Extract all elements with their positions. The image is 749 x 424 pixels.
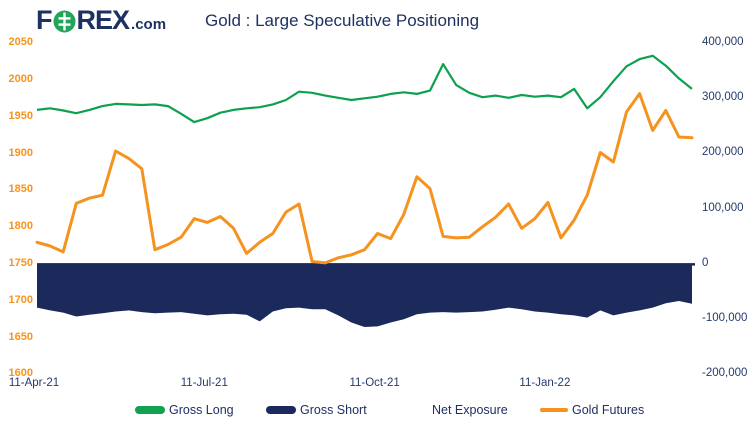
- right-axis-tick: 400,000: [702, 36, 744, 48]
- legend-label: Gross Short: [300, 403, 367, 417]
- legend-swatch-icon: [135, 406, 165, 414]
- forex-o-icon: [53, 10, 76, 33]
- left-axis-tick: 2000: [8, 72, 33, 85]
- logo-domain: .com: [131, 16, 167, 33]
- x-axis-tick: 11-Jul-21: [180, 377, 228, 389]
- x-axis-tick: 11-Oct-21: [349, 377, 400, 389]
- left-axis-tick: 1600: [8, 367, 33, 380]
- legend-swatch-icon: [266, 406, 296, 414]
- legend-item-gold-futures: Gold Futures: [540, 402, 644, 418]
- gold-futures-line: [35, 92, 694, 265]
- legend-item-gross-short: Gross Short: [266, 402, 367, 418]
- left-axis-tick: 2050: [8, 36, 33, 48]
- left-axis-tick: 1650: [8, 330, 33, 343]
- right-axis-tick: 0: [702, 256, 709, 269]
- gross-short-area: [37, 264, 692, 327]
- left-axis-tick: 1900: [8, 146, 33, 159]
- left-axis-tick: 1950: [8, 109, 33, 122]
- legend-item-net-exposure: Net Exposure: [400, 402, 508, 418]
- logo-letter-f: F: [36, 5, 52, 35]
- forex-logo: F REX .com: [36, 7, 166, 34]
- gross-long-area: [37, 55, 692, 262]
- right-axis-tick: 200,000: [702, 146, 744, 159]
- left-axis-tick: 1800: [8, 220, 33, 233]
- zero-axis-line: [37, 263, 695, 266]
- gross-long-edge: [36, 54, 693, 124]
- legend-label: Gold Futures: [572, 403, 645, 417]
- x-axis-tick: 11-Jan-22: [519, 377, 571, 389]
- left-axis-tick: 1750: [8, 256, 33, 269]
- net-exposure-line: [35, 106, 694, 176]
- left-axis-tick: 1700: [8, 293, 33, 306]
- right-axis-tick: 300,000: [702, 91, 744, 104]
- left-axis-tick: 1850: [8, 183, 33, 196]
- right-axis-tick: 100,000: [702, 201, 744, 214]
- right-axis-tick: -100,000: [702, 312, 748, 325]
- legend-label: Net Exposure: [432, 403, 508, 417]
- legend-swatch-icon: [400, 408, 428, 412]
- legend-label: Gross Long: [169, 403, 234, 417]
- chart-title: Gold : Large Speculative Positioning: [205, 11, 480, 30]
- x-axis-tick: 11-Apr-21: [8, 377, 60, 389]
- legend-swatch-icon: [540, 408, 568, 412]
- legend-item-gross-long: Gross Long: [135, 402, 234, 418]
- right-axis-tick: -200,000: [702, 367, 748, 380]
- logo-letters-rex: REX: [76, 5, 131, 35]
